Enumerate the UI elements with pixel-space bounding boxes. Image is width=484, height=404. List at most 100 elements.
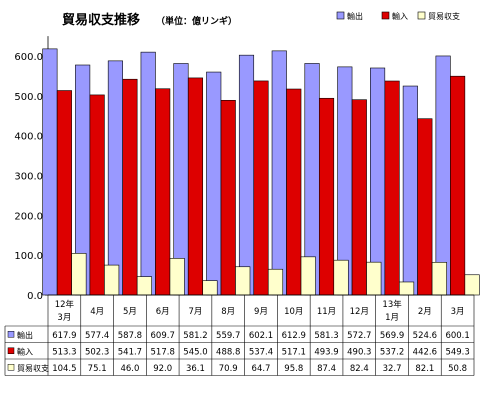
bar-0 (140, 51, 156, 296)
bar-0 (370, 67, 386, 296)
x-tick-label: 13年 (382, 299, 402, 310)
legend-label-1: 輸入 (392, 11, 408, 21)
y-tick-label: 0.0 (27, 291, 43, 302)
y-tick-label: 100.0 (14, 251, 43, 262)
table-cell-value: 493.9 (314, 347, 338, 357)
bar-2 (333, 259, 349, 296)
table-cell-value: 95.8 (284, 364, 303, 374)
bar-2 (464, 274, 480, 296)
table-cell-value: 82.4 (350, 364, 369, 374)
bar-1 (122, 78, 138, 296)
table-cell-value: 75.1 (88, 364, 107, 374)
bar-2 (366, 261, 382, 296)
y-tick-label: 200.0 (14, 211, 43, 222)
table-cell-value: 612.9 (282, 331, 306, 341)
table-cell-value: 70.9 (219, 364, 238, 374)
bar-2 (136, 276, 152, 296)
table-cell-value: 82.1 (415, 364, 434, 374)
table-cell-value: 517.8 (151, 347, 175, 357)
y-tick-label: 400.0 (14, 132, 43, 143)
table-row-label-2: 貿易収支 (17, 363, 49, 373)
table-cell-value: 488.8 (216, 347, 240, 357)
table-cell-value: 569.9 (380, 331, 404, 341)
table-cell-value: 600.1 (445, 331, 469, 341)
table-cell-value: 92.0 (153, 364, 172, 374)
bar-1 (187, 77, 204, 296)
x-tick-label: 4月 (90, 307, 104, 317)
bar-1 (56, 90, 72, 296)
bar-0 (42, 48, 58, 296)
x-tick-label: 8月 (221, 307, 235, 317)
table-cell-value: 50.8 (448, 364, 467, 374)
table-cell-value: 577.4 (85, 331, 109, 341)
table-cell-value: 609.7 (151, 331, 175, 341)
table-cell-value: 549.3 (445, 347, 469, 357)
table-cell-value: 617.9 (52, 331, 76, 341)
table-cell-value: 64.7 (252, 364, 271, 374)
table-cell-value: 32.7 (383, 364, 402, 374)
bar-0 (238, 54, 255, 296)
table-cell-value: 36.1 (186, 364, 205, 374)
bar-2 (399, 281, 415, 296)
y-tick-label: 500.0 (14, 92, 43, 103)
table-cell-value: 559.7 (216, 331, 240, 341)
legend-swatch-1 (381, 11, 390, 20)
bar-2 (431, 261, 447, 296)
x-tick-label: 2月 (418, 307, 432, 317)
bar-1 (253, 80, 269, 296)
table-row-label-1: 輸入 (17, 346, 33, 356)
y-tick-label: 300.0 (14, 172, 43, 183)
bar-0 (435, 55, 451, 296)
x-tick-label: 10月 (284, 307, 303, 317)
y-tick-label: 600.0 (14, 52, 43, 63)
chart-subtitle: （単位：億リンギ） (156, 15, 237, 27)
table-cell-value: 537.4 (249, 347, 273, 357)
bar-1 (384, 80, 400, 296)
x-tick-label: 5月 (123, 307, 137, 317)
table-cell-value: 587.8 (118, 331, 142, 341)
bar-1 (450, 75, 466, 296)
bar-2 (267, 268, 284, 296)
bar-2 (71, 253, 87, 296)
bar-2 (300, 256, 316, 296)
bar-0 (271, 50, 287, 296)
table-row-swatch-0 (7, 331, 15, 338)
bar-1 (286, 88, 302, 296)
bar-1 (417, 118, 433, 296)
table-cell-value: 581.3 (314, 331, 338, 341)
legend-swatch-2 (417, 11, 426, 20)
bar-0 (107, 60, 123, 296)
legend-label-0: 輸出 (347, 11, 363, 21)
table-cell-value: 513.3 (52, 347, 76, 357)
chart-title: 貿易収支推移 (62, 12, 140, 28)
x-tick-label: 3月 (451, 307, 465, 317)
table-row-label-0: 輸出 (17, 330, 33, 340)
x-tick-label: 11月 (317, 307, 336, 317)
table-row-swatch-2 (7, 364, 15, 371)
bar-1 (220, 99, 236, 296)
table-cell-value: 572.7 (347, 331, 371, 341)
table-cell-value: 517.1 (282, 347, 306, 357)
table-cell-value: 46.0 (120, 364, 139, 374)
bar-1 (351, 99, 367, 296)
bar-2 (169, 258, 185, 296)
x-tick-label: 7月 (189, 307, 203, 317)
bar-1 (318, 97, 335, 296)
bar-2 (202, 280, 218, 296)
bar-1 (155, 88, 171, 296)
table-cell-value: 502.3 (85, 347, 109, 357)
x-tick-label: 3月 (57, 313, 71, 323)
bar-2 (235, 266, 251, 296)
bar-2 (104, 264, 120, 296)
table-cell-value: 490.3 (347, 347, 371, 357)
table-cell-value: 545.0 (183, 347, 207, 357)
table-cell-value: 104.5 (52, 364, 76, 374)
x-tick-label: 12月 (350, 307, 369, 317)
table-cell-value: 581.2 (183, 331, 207, 341)
x-tick-label: 1月 (385, 313, 399, 323)
bar-0 (206, 71, 222, 296)
legend-label-2: 貿易収支 (428, 11, 460, 21)
x-tick-label: 12年 (55, 299, 75, 310)
